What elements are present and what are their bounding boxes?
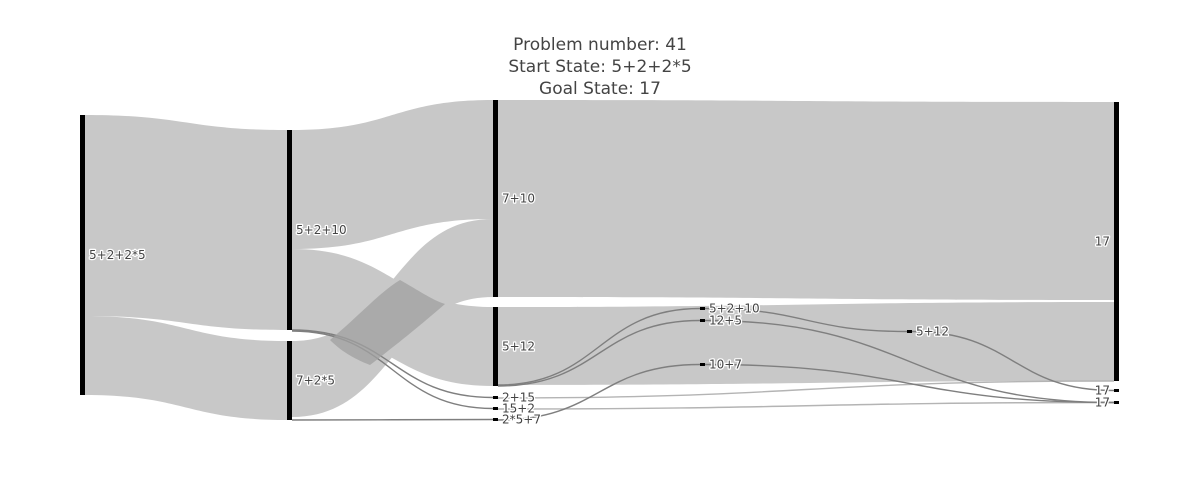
links-layer — [85, 100, 1115, 421]
node-n10 — [700, 363, 705, 366]
node-n2 — [287, 341, 292, 420]
node-label-n12: 17 — [1095, 235, 1110, 249]
node-label-halo-n2: 7+2*5 — [296, 374, 335, 388]
link-n4-n9 — [497, 319, 701, 387]
link-n11-n13 — [911, 330, 1115, 392]
title-start-state: Start State: 5+2+2*5 — [508, 57, 691, 77]
link-n6-n14 — [497, 401, 1115, 410]
link-n2-n7 — [291, 418, 494, 421]
node-label-halo-n11: 5+12 — [916, 325, 949, 339]
node-label-halo-n5: 2+15 — [502, 391, 535, 405]
node-label-n11: 5+12 — [916, 325, 949, 339]
node-label-halo-n4: 5+12 — [502, 340, 535, 354]
node-n1 — [287, 130, 292, 330]
node-label-n7: 2*5+7 — [502, 413, 541, 427]
node-n4 — [493, 307, 498, 386]
node-label-halo-n12: 17 — [1095, 235, 1110, 249]
node-label-halo-n1: 5+2+10 — [296, 223, 347, 237]
node-label-halo-n8: 5+2+10 — [709, 302, 760, 316]
node-n12 — [1114, 102, 1119, 381]
node-label-n5: 2+15 — [502, 391, 535, 405]
labels-layer: 5+2+2*55+2+2*55+2+105+2+107+2*57+2*57+10… — [88, 190, 1112, 428]
node-label-n4: 5+12 — [502, 340, 535, 354]
node-label-halo-n6: 15+2 — [502, 402, 535, 416]
title-goal-state: Goal State: 17 — [539, 79, 661, 99]
node-n14 — [1114, 401, 1119, 404]
node-label-n1: 5+2+10 — [296, 223, 347, 237]
node-label-n6: 15+2 — [502, 402, 535, 416]
node-label-halo-n14: 17 — [1095, 396, 1110, 410]
node-label-n8: 5+2+10 — [709, 302, 760, 316]
link-n9-n14 — [704, 319, 1115, 404]
node-n13 — [1114, 389, 1119, 392]
link-n7-n10 — [497, 363, 701, 421]
node-label-halo-n10: 10+7 — [709, 358, 742, 372]
node-label-n13: 17 — [1095, 384, 1110, 398]
node-label-halo-n7: 2*5+7 — [502, 413, 541, 427]
node-label-halo-n3: 7+10 — [502, 192, 535, 206]
link-n4-n8 — [497, 307, 701, 386]
node-label-n9: 12+5 — [709, 314, 742, 328]
node-n8 — [700, 307, 705, 310]
link-n0-n1 — [85, 115, 287, 330]
node-label-halo-n0: 5+2+2*5 — [89, 248, 146, 262]
link-n0-n2 — [85, 316, 287, 420]
node-label-n0: 5+2+2*5 — [89, 248, 146, 262]
node-n5 — [493, 396, 498, 399]
node-n11 — [907, 330, 912, 333]
link-n4-n12 — [498, 302, 1114, 385]
node-label-n2: 7+2*5 — [296, 374, 335, 388]
link-n1-n6 — [291, 330, 494, 410]
node-label-halo-n13: 17 — [1095, 384, 1110, 398]
node-n0 — [80, 115, 85, 395]
node-label-n14: 17 — [1095, 396, 1110, 410]
link-n10-n14 — [704, 363, 1115, 404]
chart-title: Problem number: 41 Start State: 5+2+2*5 … — [508, 35, 691, 99]
link-n5-n12 — [497, 380, 1115, 399]
link-n3-n12 — [498, 100, 1114, 300]
nodes-layer — [80, 100, 1119, 421]
link-crossing-overlap — [330, 280, 445, 365]
link-n1-n3 — [292, 100, 493, 249]
node-n9 — [700, 319, 705, 322]
link-n8-n11 — [704, 307, 908, 333]
node-n7 — [493, 418, 498, 421]
node-label-n10: 10+7 — [709, 358, 742, 372]
link-n1-n5 — [291, 329, 494, 399]
node-n6 — [493, 407, 498, 410]
title-problem-number: Problem number: 41 — [513, 35, 687, 55]
node-label-halo-n9: 12+5 — [709, 314, 742, 328]
node-label-n3: 7+10 — [502, 192, 535, 206]
node-n3 — [493, 100, 498, 297]
